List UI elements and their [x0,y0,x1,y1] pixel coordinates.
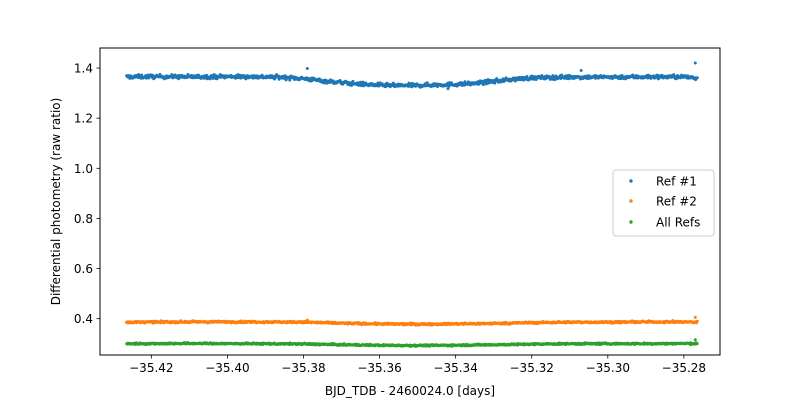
ref-2-point [695,319,699,323]
ref-1-point [579,69,583,73]
y-tick-label: 0.6 [74,262,93,276]
x-axis-label: BJD_TDB - 2460024.0 [days] [325,384,495,398]
ref-1-point [525,75,529,79]
ref-1-point [447,84,451,88]
legend-marker-ref-1 [629,179,633,183]
x-tick-label: −35.38 [281,361,325,375]
ref-1-point [446,87,450,91]
x-tick-label: −35.40 [205,361,249,375]
ref-1-point [560,73,564,77]
x-tick-label: −35.34 [433,361,477,375]
y-tick-label: 1.2 [74,112,93,126]
y-tick-label: 1.4 [74,62,93,76]
x-tick-label: −35.36 [357,361,401,375]
legend-marker-all-refs [629,220,633,224]
legend-label-all-refs: All Refs [656,216,700,230]
ref-2-point [693,315,697,319]
series-ref-1 [125,61,699,91]
legend-marker-ref-2 [629,199,633,203]
all-refs-point [695,342,699,346]
x-tick-label: −35.32 [510,361,554,375]
ref-1-point [693,61,697,65]
plot-frame [99,47,721,356]
legend-label-ref-1: Ref #1 [656,175,697,189]
ref-1-point [177,77,181,81]
ref-1-point [672,73,676,77]
x-tick-label: −35.28 [662,361,706,375]
y-tick-label: 0.4 [74,312,93,326]
ref-1-point [425,81,429,85]
ref-1-point [695,76,699,80]
all-refs-point [693,338,697,342]
y-tick-label: 0.8 [74,212,93,226]
x-tick-label: −35.30 [586,361,630,375]
ref-1-point [305,67,309,71]
series-all-refs [125,338,699,348]
y-axis-label: Differential photometry (raw ratio) [49,98,63,306]
ref-1-point [140,73,144,77]
x-axis-ticks: −35.42 −35.40 −35.38 −35.36 −35.34 −35.32 −35.… [129,355,706,375]
ref-1-point [158,72,162,76]
ref-2-point [305,318,309,322]
legend-label-ref-2: Ref #2 [656,195,697,209]
ref-1-point [487,78,491,82]
legend: Ref #1 Ref #2 All Refs [612,169,715,237]
y-axis-ticks: 0.4 0.6 0.8 1.0 1.2 1.4 [74,62,100,326]
ref-1-point [284,78,288,82]
y-tick-label: 1.0 [74,162,93,176]
ref-1-point [288,78,292,82]
x-tick-label: −35.42 [129,361,173,375]
series-ref-2 [125,315,699,327]
data-points [125,61,699,348]
legend-box [612,169,715,237]
ref-1-point [351,79,355,83]
